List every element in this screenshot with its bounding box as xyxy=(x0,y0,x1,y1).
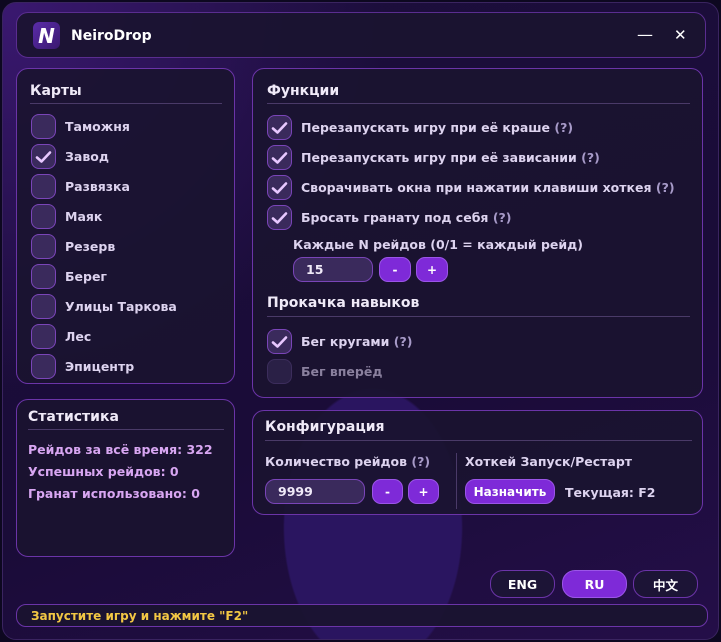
divider xyxy=(267,103,690,104)
skill-label: Бег вперёд xyxy=(301,364,382,379)
label-text: Бег кругами xyxy=(301,334,390,349)
checkbox[interactable] xyxy=(31,354,56,379)
status-text: Запустите игру и нажмите "F2" xyxy=(31,609,249,623)
stats-title: Статистика xyxy=(28,409,119,425)
raids-plus-button[interactable]: + xyxy=(408,479,439,504)
skill-label: Бег кругами (?) xyxy=(301,334,412,349)
raids-minus-button[interactable]: - xyxy=(372,479,403,504)
function-label: Сворачивать окна при нажатии клавиши хот… xyxy=(301,180,675,195)
config-title: Конфигурация xyxy=(265,419,385,435)
every-n-input[interactable]: 15 xyxy=(293,257,373,282)
assign-hotkey-button[interactable]: Назначить xyxy=(465,479,555,504)
language-button-0[interactable]: ENG xyxy=(490,570,555,598)
checkbox[interactable] xyxy=(31,264,56,289)
help-icon[interactable]: (?) xyxy=(655,180,675,195)
checkmark-icon xyxy=(271,121,288,135)
label-text: Берег xyxy=(65,269,107,284)
checkmark-icon xyxy=(271,211,288,225)
raids-count-label: Количество рейдов (?) xyxy=(265,454,430,469)
functions-title: Функции xyxy=(267,83,340,99)
every-n-minus-button[interactable]: - xyxy=(379,257,411,282)
divider xyxy=(30,103,222,104)
stat-total-raids: Рейдов за всё время: 322 xyxy=(28,442,213,457)
help-icon[interactable]: (?) xyxy=(411,454,431,469)
current-hotkey: Текущая: F2 xyxy=(565,485,656,500)
map-label: Развязка xyxy=(65,179,130,194)
checkbox[interactable] xyxy=(31,174,56,199)
label-text: Улицы Таркова xyxy=(65,299,177,314)
function-label: Бросать гранату под себя (?) xyxy=(301,210,512,225)
checkbox[interactable] xyxy=(267,329,292,354)
map-label: Улицы Таркова xyxy=(65,299,177,314)
divider xyxy=(265,440,692,441)
hotkey-label: Хоткей Запуск/Рестарт xyxy=(465,454,633,469)
checkbox[interactable] xyxy=(31,144,56,169)
checkmark-icon xyxy=(271,181,288,195)
divider xyxy=(456,453,457,509)
checkmark-icon xyxy=(271,151,288,165)
label-text: Развязка xyxy=(65,179,130,194)
map-label: Резерв xyxy=(65,239,115,254)
checkbox[interactable] xyxy=(31,234,56,259)
label-text: Перезапускать игру при её зависании xyxy=(301,150,577,165)
map-label: Лес xyxy=(65,329,91,344)
checkbox[interactable] xyxy=(31,204,56,229)
stats-panel: Статистика Рейдов за всё время: 322 Успе… xyxy=(16,399,235,557)
checkbox[interactable] xyxy=(267,205,292,230)
label-text: Маяк xyxy=(65,209,103,224)
raids-count-text: Количество рейдов xyxy=(265,454,408,469)
help-icon[interactable]: (?) xyxy=(581,150,600,165)
checkbox[interactable] xyxy=(31,324,56,349)
label-text: Бег вперёд xyxy=(301,364,383,379)
language-button-2[interactable]: 中文 xyxy=(633,570,698,598)
skills-title: Прокачка навыков xyxy=(267,295,420,311)
close-button[interactable]: ✕ xyxy=(674,26,687,44)
map-label: Берег xyxy=(65,269,107,284)
label-text: Сворачивать окна при нажатии клавиши хот… xyxy=(301,180,652,195)
status-bar: Запустите игру и нажмите "F2" xyxy=(16,604,708,627)
logo-icon: N xyxy=(33,22,60,49)
header-bar: N NeiroDrop — ✕ xyxy=(16,12,706,58)
divider xyxy=(267,316,690,317)
checkbox[interactable] xyxy=(267,115,292,140)
raids-count-input[interactable]: 9999 xyxy=(265,479,365,504)
checkmark-icon xyxy=(271,335,288,349)
map-label: Эпицентр xyxy=(65,359,134,374)
language-button-1[interactable]: RU xyxy=(562,570,627,598)
map-label: Таможня xyxy=(65,119,130,134)
label-text: Перезапускать игру при её краше xyxy=(301,120,551,135)
help-icon[interactable]: (?) xyxy=(554,120,574,135)
stat-grenades-used: Гранат использовано: 0 xyxy=(28,486,200,501)
maps-title: Карты xyxy=(30,83,82,99)
help-icon[interactable]: (?) xyxy=(492,210,512,225)
checkbox[interactable] xyxy=(267,359,292,384)
checkbox[interactable] xyxy=(31,294,56,319)
config-panel: Конфигурация Количество рейдов (?) 9999 … xyxy=(252,410,703,515)
stat-successful-raids: Успешных рейдов: 0 xyxy=(28,464,179,479)
functions-panel: Функции Перезапускать игру при её краше … xyxy=(252,68,703,398)
checkmark-icon xyxy=(35,150,52,164)
label-text: Лес xyxy=(65,329,92,344)
every-n-plus-button[interactable]: + xyxy=(416,257,448,282)
label-text: Бросать гранату под себя xyxy=(301,210,489,225)
map-label: Маяк xyxy=(65,209,102,224)
checkbox[interactable] xyxy=(31,114,56,139)
divider xyxy=(28,429,224,430)
minimize-button[interactable]: — xyxy=(637,25,653,44)
checkbox[interactable] xyxy=(267,145,292,170)
label-text: Завод xyxy=(65,149,109,164)
help-icon[interactable]: (?) xyxy=(393,334,413,349)
every-n-label: Каждые N рейдов (0/1 = каждый рейд) xyxy=(293,237,583,252)
app-title: NeiroDrop xyxy=(71,28,152,44)
map-label: Завод xyxy=(65,149,109,164)
checkbox[interactable] xyxy=(267,175,292,200)
label-text: Эпицентр xyxy=(65,359,135,374)
function-label: Перезапускать игру при её зависании (?) xyxy=(301,150,600,165)
maps-panel: Карты Таможня Завод Развязка Маяк Резерв… xyxy=(16,68,235,384)
function-label: Перезапускать игру при её краше (?) xyxy=(301,120,573,135)
label-text: Таможня xyxy=(65,119,130,134)
label-text: Резерв xyxy=(65,239,116,254)
